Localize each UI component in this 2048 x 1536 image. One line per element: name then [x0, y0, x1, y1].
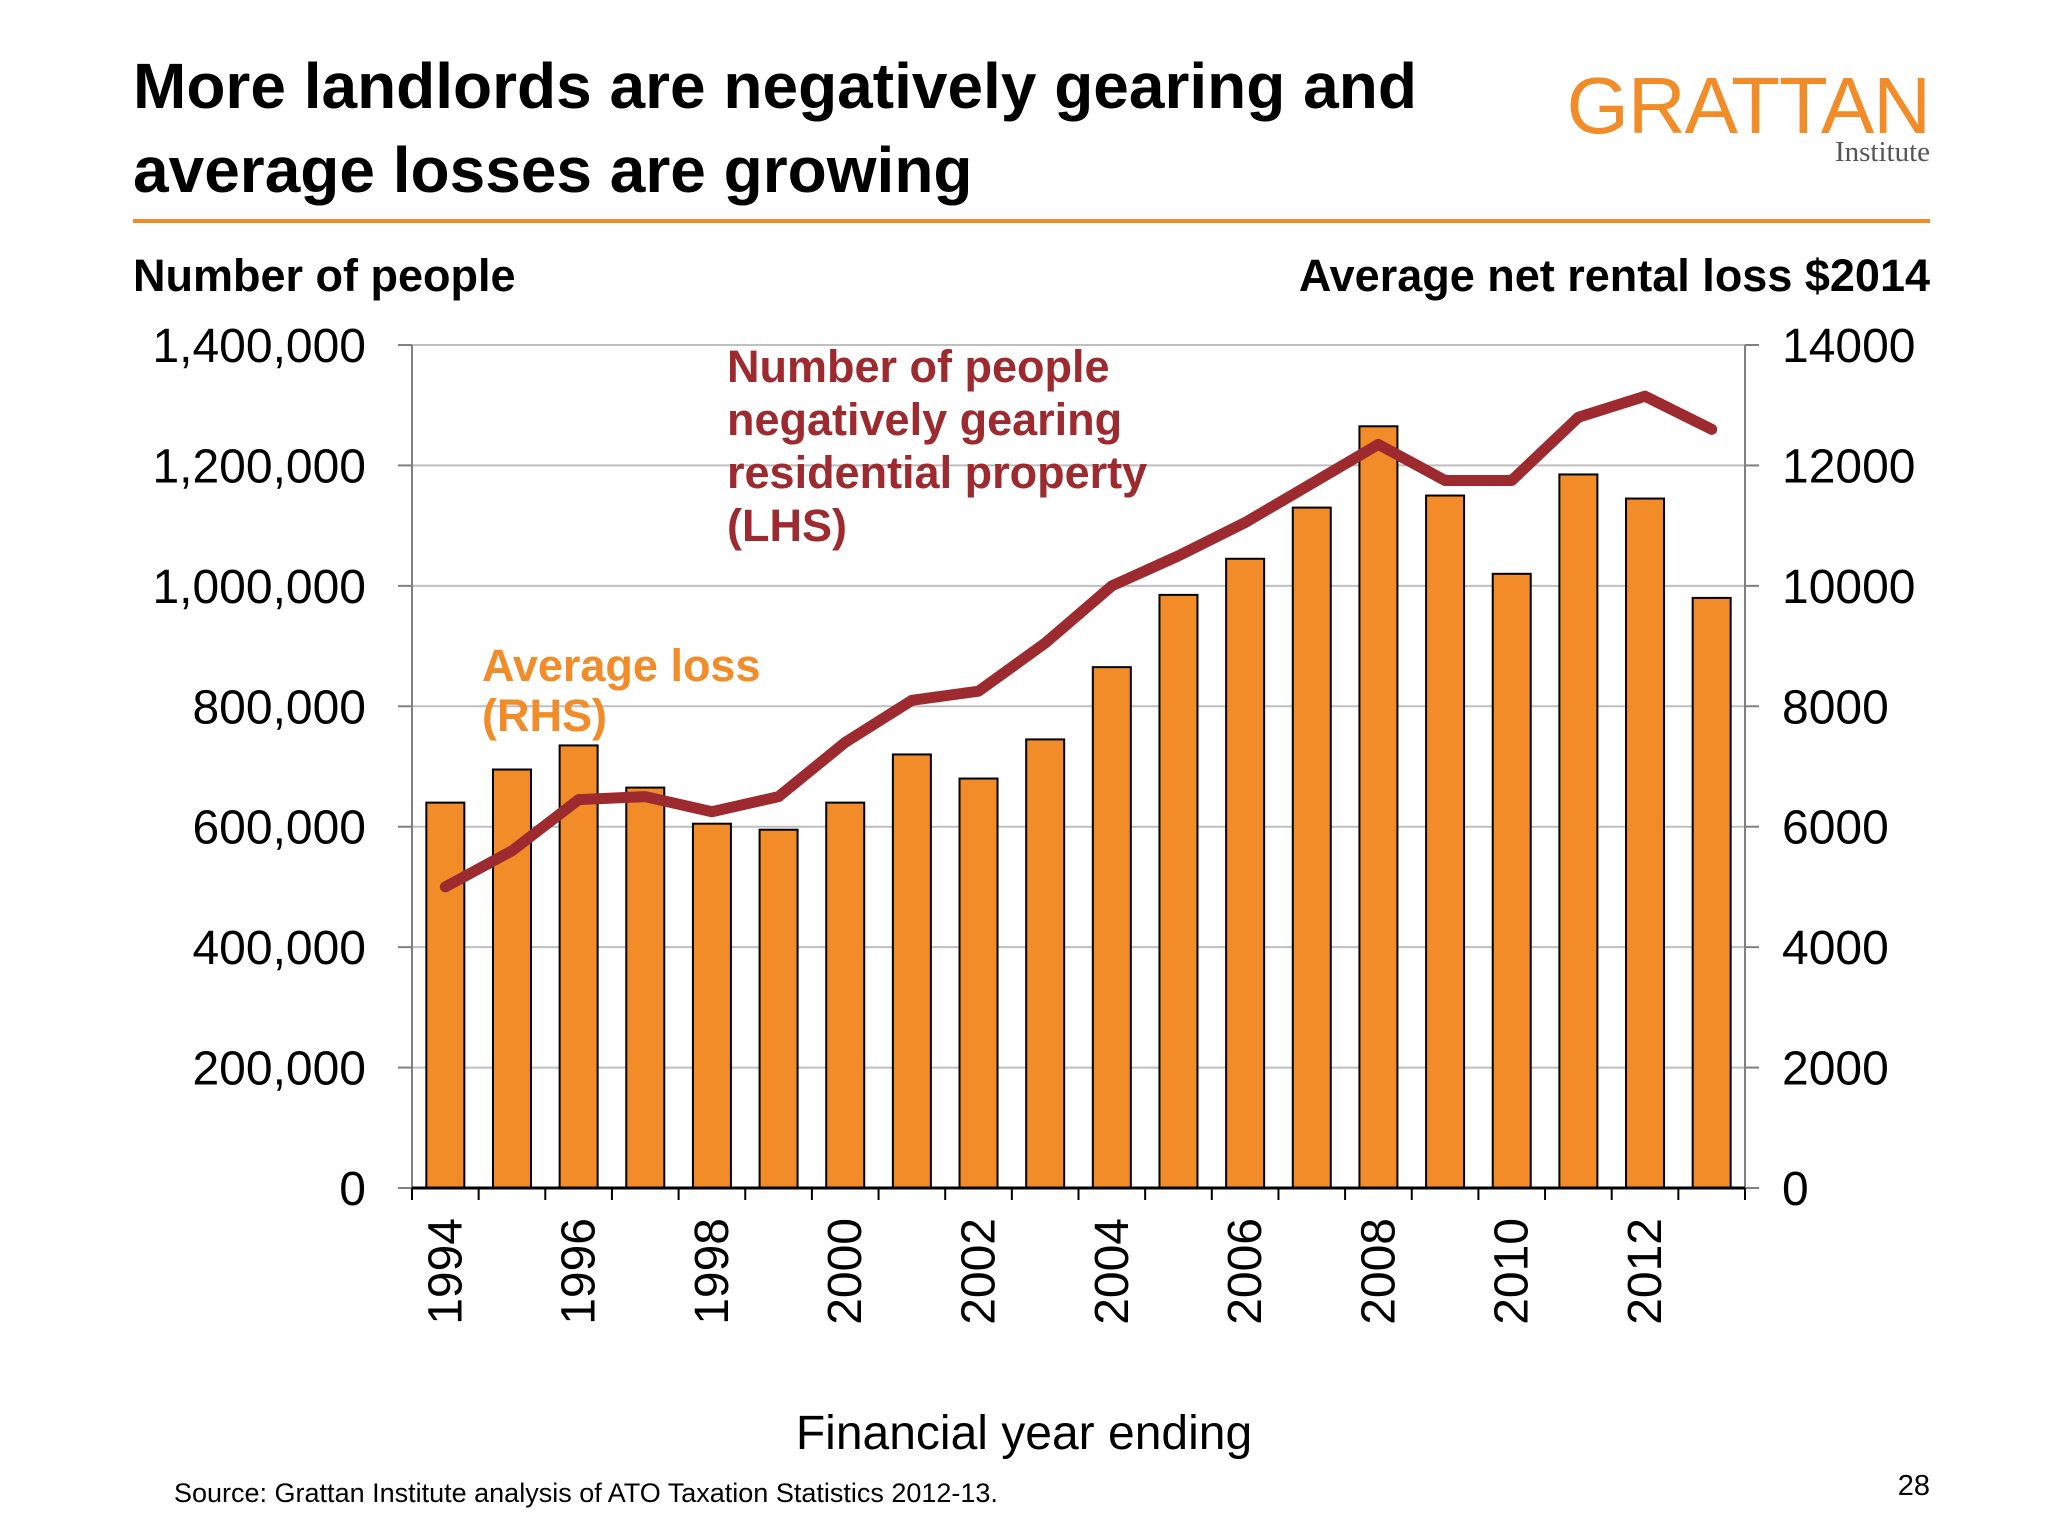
x-tick-label: 2012	[1619, 1218, 1672, 1325]
page-number: 28	[1897, 1470, 1930, 1502]
x-tick-label: 2000	[819, 1218, 872, 1325]
left-tick-label: 200,000	[192, 1043, 366, 1096]
bar	[1491, 572, 1532, 1189]
x-tick-label: 2002	[953, 1218, 1006, 1325]
x-tick-label: 2010	[1486, 1218, 1539, 1325]
bar	[1225, 557, 1266, 1189]
right-tick-label: 8000	[1782, 681, 1889, 734]
bar	[491, 768, 532, 1190]
right-tick-label: 12000	[1782, 440, 1915, 493]
bar	[425, 801, 466, 1190]
title-rule	[133, 219, 1930, 223]
bar	[1025, 738, 1066, 1189]
bar	[1291, 506, 1332, 1190]
bar	[625, 786, 666, 1189]
bar	[1425, 494, 1466, 1189]
bar	[825, 801, 866, 1190]
bar	[1558, 473, 1599, 1190]
left-tick-label: 400,000	[192, 922, 366, 975]
bar	[891, 753, 932, 1189]
x-tick-label: 1998	[686, 1218, 739, 1325]
bar	[691, 822, 732, 1189]
bar	[1691, 596, 1732, 1189]
right-tick-label: 4000	[1782, 922, 1889, 975]
bar-series-annotation: Average loss (RHS)	[482, 640, 760, 741]
left-axis-title: Number of people	[133, 250, 516, 301]
right-tick-label: 2000	[1782, 1043, 1889, 1096]
bar	[1158, 593, 1199, 1189]
source-note: Source: Grattan Institute analysis of AT…	[174, 1478, 998, 1508]
bar	[1358, 425, 1399, 1189]
bar	[758, 828, 799, 1189]
x-tick-label: 1994	[419, 1218, 472, 1325]
right-tick-label: 0	[1782, 1163, 1809, 1216]
bar	[958, 777, 999, 1189]
x-tick-label: 2006	[1219, 1218, 1272, 1325]
x-tick-label: 2008	[1352, 1218, 1405, 1325]
right-axis-title: Average net rental loss $2014	[1298, 250, 1930, 301]
right-tick-label: 10000	[1782, 561, 1915, 614]
logo-name: GRATTAN	[1566, 61, 1931, 150]
bar	[558, 744, 599, 1189]
right-tick-label: 6000	[1782, 802, 1889, 855]
x-tick-label: 1996	[553, 1218, 606, 1325]
grattan-logo: GRATTAN Institute	[1567, 64, 1931, 184]
left-tick-label: 0	[339, 1163, 366, 1216]
left-tick-label: 1,400,000	[152, 320, 366, 373]
left-tick-label: 1,200,000	[152, 440, 366, 493]
left-tick-label: 800,000	[192, 681, 366, 734]
bar	[1091, 666, 1132, 1189]
left-tick-label: 600,000	[192, 802, 366, 855]
slide-title: More landlords are negatively gearing an…	[133, 50, 1417, 206]
line-series-annotation: Number of people negatively gearing reside…	[727, 341, 1147, 551]
bar	[1625, 497, 1666, 1189]
logo-subtitle: Institute	[1834, 136, 1930, 168]
left-tick-label: 1,000,000	[152, 561, 366, 614]
x-axis-title: Financial year ending	[795, 1407, 1253, 1460]
line-series	[439, 390, 1718, 893]
right-tick-label: 14000	[1782, 320, 1915, 373]
x-tick-label: 2004	[1086, 1218, 1139, 1325]
